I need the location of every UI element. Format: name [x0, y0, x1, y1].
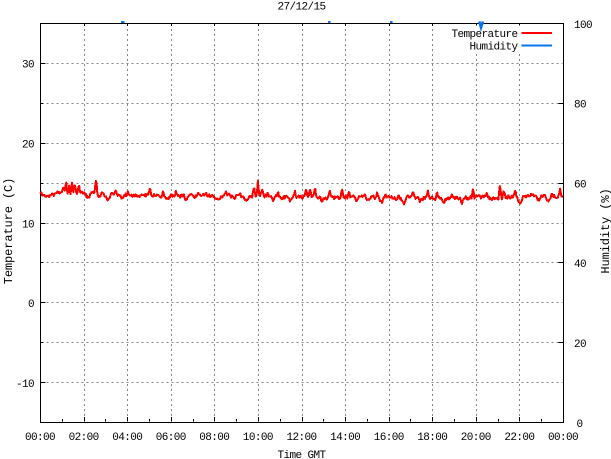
svg-text:22:00: 22:00 — [504, 432, 534, 444]
svg-text:00:00: 00:00 — [25, 432, 55, 444]
svg-text:-10: -10 — [16, 379, 34, 391]
svg-text:27/12/15: 27/12/15 — [277, 2, 325, 14]
svg-text:40: 40 — [574, 259, 586, 271]
svg-text:06:00: 06:00 — [156, 432, 186, 444]
svg-text:16:00: 16:00 — [374, 432, 404, 444]
svg-text:100: 100 — [574, 20, 592, 32]
svg-text:0: 0 — [28, 299, 34, 311]
svg-text:18:00: 18:00 — [417, 432, 447, 444]
svg-text:Humidity (%): Humidity (%) — [599, 188, 611, 273]
svg-text:12:00: 12:00 — [286, 432, 316, 444]
svg-text:Time GMT: Time GMT — [277, 450, 326, 459]
svg-text:20:00: 20:00 — [461, 432, 491, 444]
svg-text:10: 10 — [22, 219, 34, 231]
svg-text:80: 80 — [574, 100, 586, 112]
svg-text:14:00: 14:00 — [330, 432, 360, 444]
svg-text:60: 60 — [574, 179, 586, 191]
svg-text:00:00: 00:00 — [548, 432, 578, 444]
svg-text:08:00: 08:00 — [199, 432, 229, 444]
svg-text:Temperature: Temperature — [451, 29, 517, 41]
svg-text:04:00: 04:00 — [112, 432, 142, 444]
svg-text:Humidity: Humidity — [469, 41, 518, 53]
svg-text:02:00: 02:00 — [69, 432, 99, 444]
svg-text:20: 20 — [22, 140, 34, 152]
svg-text:30: 30 — [22, 60, 34, 72]
svg-text:0: 0 — [577, 419, 583, 431]
svg-text:Temperature (C): Temperature (C) — [2, 178, 16, 285]
svg-text:10:00: 10:00 — [243, 432, 273, 444]
svg-text:20: 20 — [574, 339, 586, 351]
